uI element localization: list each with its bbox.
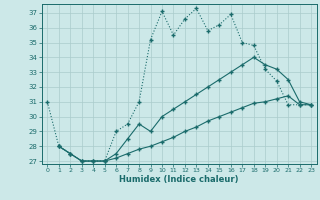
X-axis label: Humidex (Indice chaleur): Humidex (Indice chaleur) bbox=[119, 175, 239, 184]
